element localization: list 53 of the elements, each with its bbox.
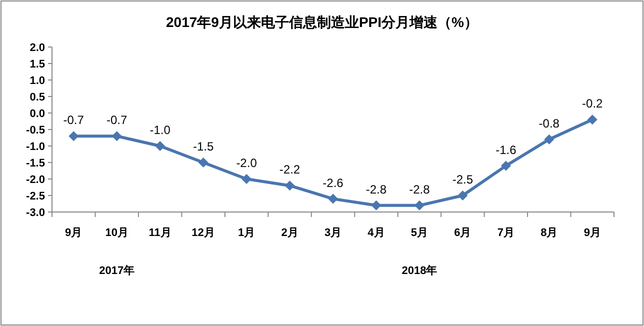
chart-title: 2017年9月以来电子信息制造业PPI分月增速（%） [166,14,478,30]
x-tick-label: 10月 [105,227,128,239]
x-tick-label: 3月 [324,227,342,239]
point [68,131,79,142]
y-tick-label: 1.0 [30,75,45,87]
y-tick-label: 0.0 [30,108,45,120]
y-tick-label: 1.5 [30,58,45,70]
point [371,200,382,210]
data-label: -2.8 [366,182,387,196]
x-tick-label: 5月 [410,227,428,239]
data-label: -1.5 [192,140,214,154]
data-label: -2.5 [452,172,474,186]
data-label: -1.6 [496,142,517,157]
data-label: -2.2 [279,162,300,177]
point [284,180,295,191]
data-label: -0.2 [582,96,604,111]
x-tick-label: 2月 [281,227,298,239]
point [500,160,511,171]
point [458,190,468,200]
data-label: -0.7 [106,113,128,128]
y-tick-label: -1.5 [26,158,45,170]
y-tick-label: -2.0 [26,174,45,186]
x-tick-label: 9月 [584,227,601,239]
x-tick-label: 12月 [192,227,215,239]
y-tick-label: 0.5 [30,92,45,104]
x-tick-label: 8月 [540,227,558,239]
data-label: -2.0 [236,156,258,170]
x-tick-label: 11月 [148,227,172,239]
y-tick-label: 2.0 [30,42,45,54]
y-tick-label: -1.0 [26,141,45,153]
x-tick-label: 4月 [368,227,385,239]
data-label: -2.8 [409,182,430,196]
x-tick-label: 1月 [238,227,256,239]
text: 2018年 [402,264,438,277]
x-tick-label: 9月 [65,227,82,239]
data-label: -0.7 [63,113,84,128]
point [544,134,554,144]
x-tick-label: 7月 [497,227,514,239]
point [198,158,208,168]
point [155,141,166,151]
point [414,200,424,210]
point [587,114,598,125]
data-label: -2.6 [322,176,344,190]
text: 2017年 [99,264,135,277]
x-tick-label: 6月 [454,227,472,239]
y-tick-label: -2.5 [26,190,45,202]
point [112,131,122,142]
point [328,194,338,204]
point [242,174,252,184]
y-tick-label: -0.5 [26,124,45,136]
y-tick-label: -3.0 [26,207,45,219]
data-label: -1.0 [150,123,171,137]
data-label: -0.8 [538,116,560,130]
